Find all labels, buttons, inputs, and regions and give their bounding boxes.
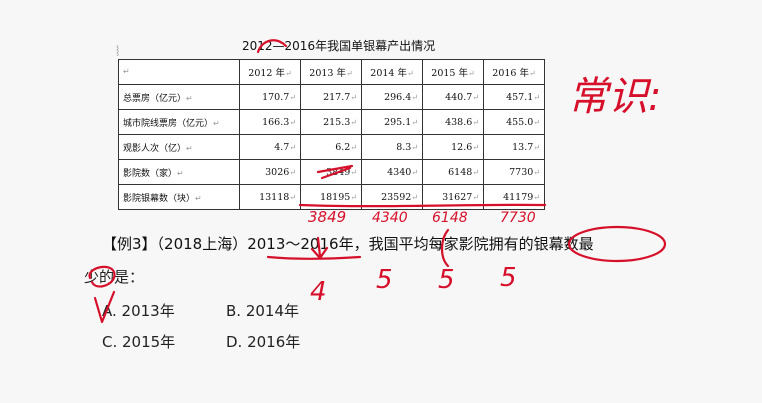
header-cell-2015: 2015 年↵ [422,59,484,85]
option-c[interactable]: C. 2015年 [102,333,176,351]
table-row-admissions: 观影人次（亿）↵ 4.7↵ 6.2↵ 8.3↵ 12.6↵ 13.7↵ [118,134,545,160]
table-cell: 8.3↵ [361,134,423,160]
table-cell: 295.1↵ [361,109,423,135]
ink-strike-3849 [316,164,354,174]
option-a[interactable]: A. 2013年 [102,302,175,320]
row-label: 影院数（家）↵ [118,159,240,185]
table-cell: 13118↵ [239,184,301,210]
ink-check-a [93,290,116,324]
header-cell-2014: 2014 年↵ [361,59,423,85]
table-cell: 7730↵ [483,159,545,185]
option-b[interactable]: B. 2014年 [226,302,300,320]
table-row-city-box-office: 城市院线票房（亿元）↵ 166.3↵ 215.3↵ 295.1↵ 438.6↵ … [118,109,545,135]
table-cell: 440.7↵ [422,84,484,110]
table-title: 2012—2016年我国单银幕产出情况 [242,39,436,53]
paragraph-mark: ⸾ [116,46,120,56]
table-row-cinemas: 影院数（家）↵ 3026↵ 3849↵ 4340↵ 6148↵ 7730↵ [118,159,545,185]
ink-ratio-2016: 5 [500,263,517,293]
ink-side-note: 常识: [568,74,661,120]
ink-ratio-2015: 5 [438,265,455,295]
ink-swoosh-title [256,39,288,54]
row-label: 影院银幕数（块）↵ [118,184,240,210]
ink-ratio-2014: 5 [376,265,393,295]
option-d[interactable]: D. 2016年 [226,333,301,351]
ink-circle-keyword [567,225,667,263]
table-cell: 217.7↵ [300,84,362,110]
table-cell: 438.6↵ [422,109,484,135]
table-cell: 13.7↵ [483,134,545,160]
ink-bracket-left [440,228,450,268]
ink-number-6148: 6148 [432,210,468,226]
table-cell: 12.6↵ [422,134,484,160]
ink-number-4340: 4340 [372,210,408,226]
question-text: 【例3】（2018上海）2013～2016年，我国平均每家影院拥有的银幕数最 [102,235,594,253]
ink-underline-years [266,255,362,260]
table-cell: 6.2↵ [300,134,362,160]
ink-scribble-shao [88,265,116,288]
row-label: 总票房（亿元）↵ [118,84,240,110]
ink-arrow-down [310,236,329,260]
ink-ratio-2013: 4 [310,277,327,307]
table-cell: 6148↵ [422,159,484,185]
table-cell: 215.3↵ [300,109,362,135]
ink-number-3849: 3849 [308,208,346,226]
ink-number-7730: 7730 [500,210,536,226]
table-header-row: ↵ 2012 年↵ 2013 年↵ 2014 年↵ 2015 年↵ 2016 年… [118,59,545,85]
table-cell: 170.7↵ [239,84,301,110]
table-cell: 3026↵ [239,159,301,185]
header-cell-2013: 2013 年↵ [300,59,362,85]
ink-underline-screens [298,203,547,208]
ink-strike-3849-2 [320,166,352,180]
